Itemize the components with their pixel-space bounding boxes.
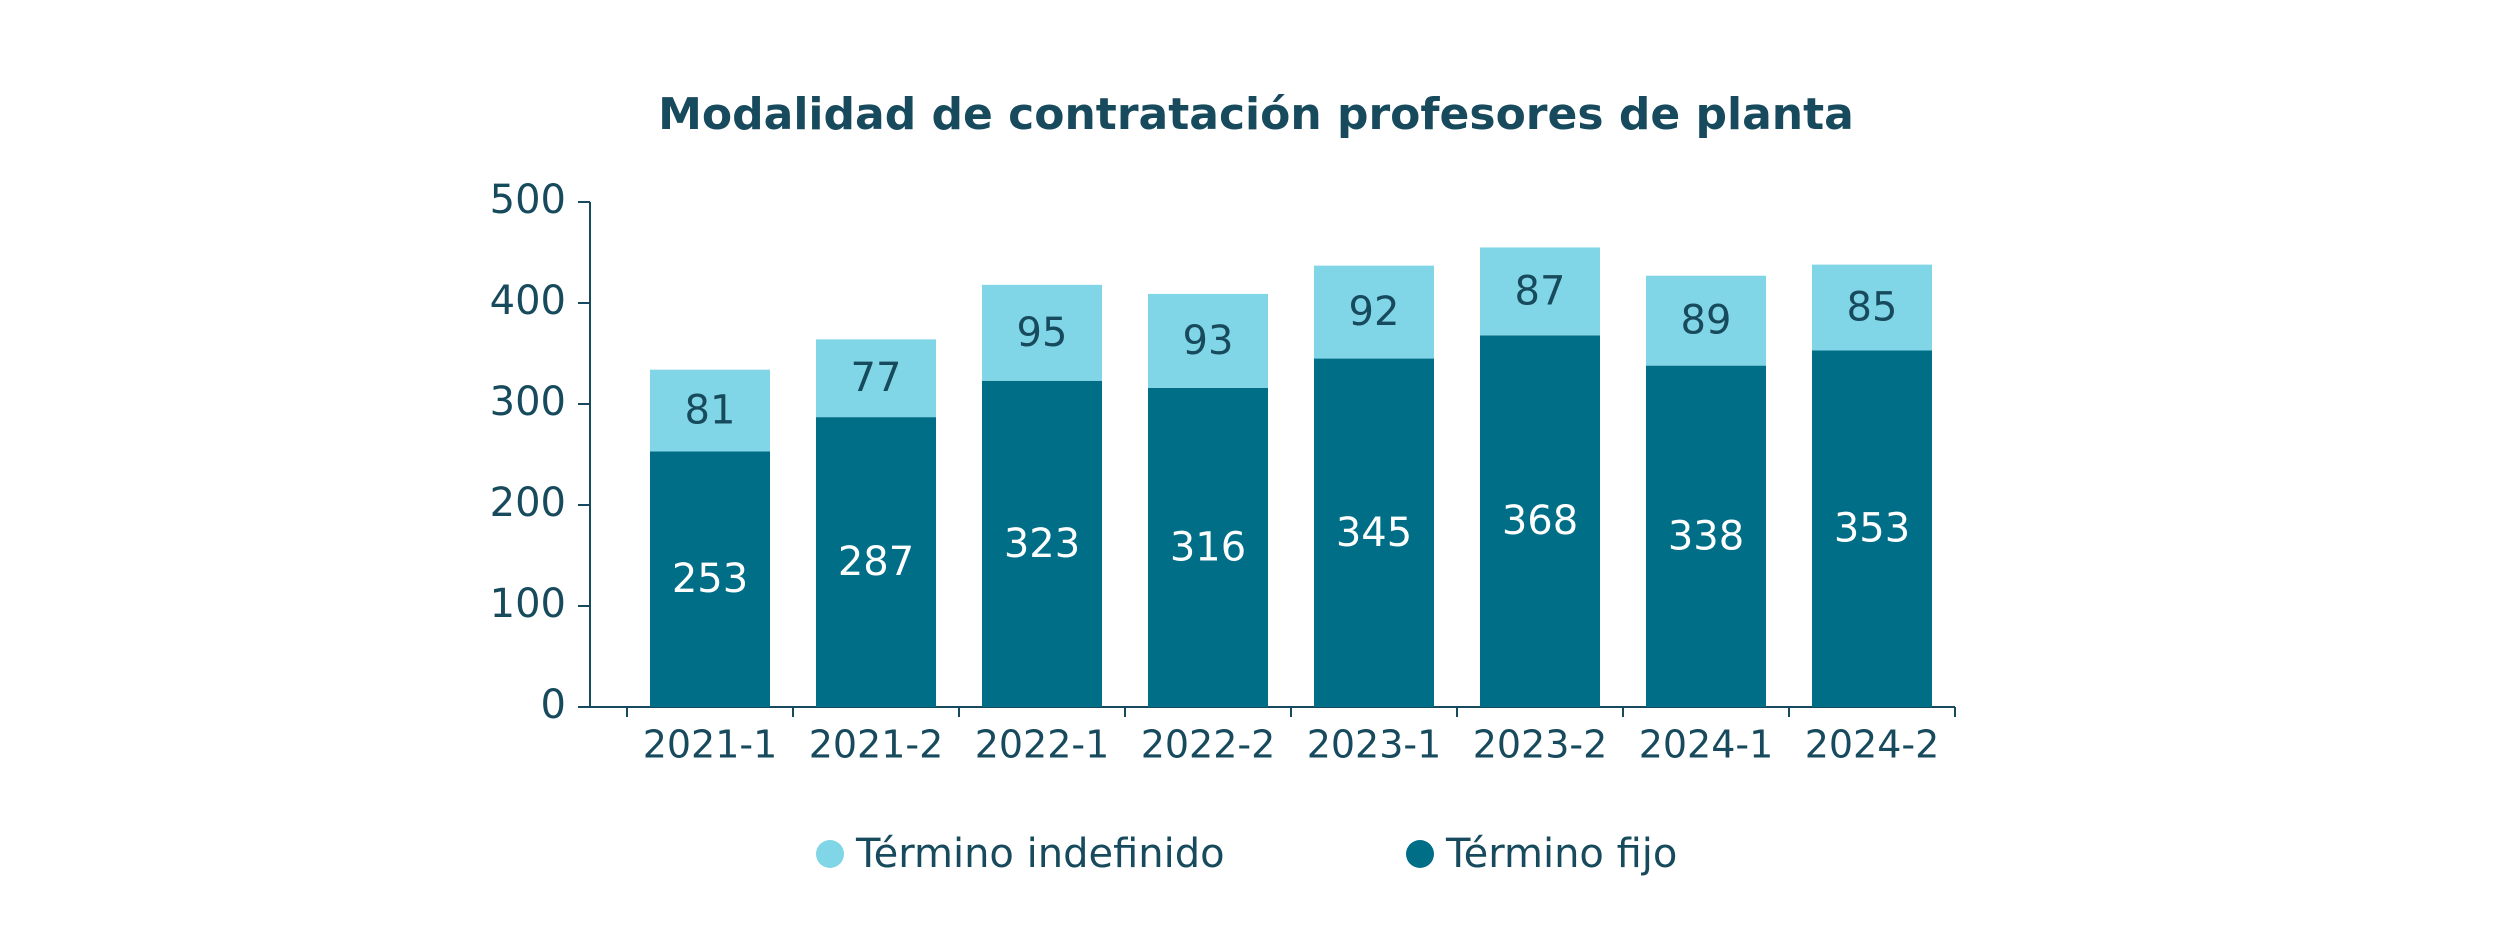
data-label: 368 xyxy=(1502,498,1578,544)
bar-segment xyxy=(816,339,936,418)
data-label: 77 xyxy=(851,355,902,401)
y-tick-label: 200 xyxy=(490,480,566,526)
data-label: 81 xyxy=(685,388,736,434)
data-label: 338 xyxy=(1668,513,1744,559)
y-tick-label: 400 xyxy=(490,278,566,324)
data-label: 87 xyxy=(1515,268,1566,314)
legend-swatch xyxy=(816,840,844,868)
bar-segment xyxy=(982,380,1102,707)
x-tick-label: 2022-1 xyxy=(975,723,1110,767)
bar-segment xyxy=(1480,335,1600,707)
legend-swatch xyxy=(1406,840,1434,868)
data-label: 253 xyxy=(672,556,748,602)
x-tick-label: 2023-2 xyxy=(1473,723,1608,767)
bar-segment xyxy=(1812,264,1932,351)
bar-segment xyxy=(650,369,770,452)
data-label: 92 xyxy=(1349,289,1400,335)
data-label: 353 xyxy=(1834,506,1910,552)
bar-segment xyxy=(1314,358,1434,707)
y-tick-label: 500 xyxy=(490,177,566,223)
bar-segment xyxy=(1812,350,1932,707)
data-label: 316 xyxy=(1170,524,1246,570)
legend-label: Término fijo xyxy=(1445,831,1677,877)
y-tick-label: 300 xyxy=(490,379,566,425)
data-label: 85 xyxy=(1847,285,1898,331)
bar-segment xyxy=(650,451,770,707)
x-tick-label: 2022-2 xyxy=(1141,723,1276,767)
bar-segment xyxy=(1646,275,1766,366)
bar-segment xyxy=(1646,365,1766,707)
x-tick-label: 2021-1 xyxy=(643,723,778,767)
x-tick-label: 2024-2 xyxy=(1805,723,1940,767)
data-label: 323 xyxy=(1004,521,1080,567)
y-tick-label: 100 xyxy=(490,581,566,627)
bar-segment xyxy=(816,417,936,707)
data-label: 93 xyxy=(1183,318,1234,364)
y-tick-label: 0 xyxy=(541,682,566,728)
bar-segment xyxy=(1314,265,1434,359)
data-label: 345 xyxy=(1336,510,1412,556)
x-tick-label: 2023-1 xyxy=(1307,723,1442,767)
bar-segment xyxy=(1148,387,1268,707)
data-label: 95 xyxy=(1017,310,1068,356)
bar-segment xyxy=(1148,293,1268,388)
legend-label: Término indefinido xyxy=(855,831,1225,877)
data-label: 89 xyxy=(1681,298,1732,344)
bar-segment xyxy=(1480,247,1600,336)
data-label: 287 xyxy=(838,539,914,585)
chart-title: Modalidad de contratación profesores de … xyxy=(658,89,1854,140)
bar-segment xyxy=(982,284,1102,381)
x-tick-label: 2024-1 xyxy=(1639,723,1774,767)
x-tick-label: 2021-2 xyxy=(809,723,944,767)
